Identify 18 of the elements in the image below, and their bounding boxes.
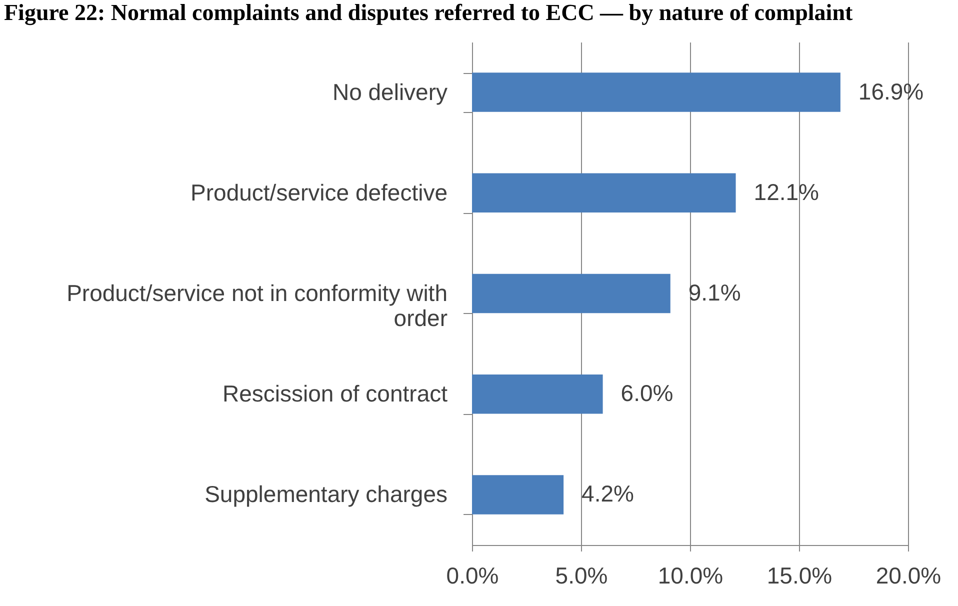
y-tick-label: No delivery (332, 78, 448, 105)
data-label: 6.0% (620, 380, 674, 406)
x-tick-label: 0.0% (446, 562, 499, 588)
y-tick-label: Product/service not in conformity with order (66, 280, 448, 331)
bar (472, 72, 840, 112)
x-tick-label: 15.0% (766, 562, 832, 588)
x-tick-label: 20.0% (876, 562, 942, 588)
chart-title: Figure 22: Normal complaints and disputes referred to ECC — by nature of complaint (4, 0, 853, 26)
bar (472, 274, 670, 314)
bar (472, 475, 564, 514)
y-tick-label: Product/service defective (190, 179, 448, 206)
bar (472, 173, 736, 213)
x-tick-label: 10.0% (658, 562, 724, 588)
data-label: 4.2% (582, 480, 634, 507)
y-tick-label: Supplementary charges (204, 481, 448, 508)
y-tick-label: Rescission of contract (222, 380, 448, 407)
x-tick-label: 5.0% (555, 562, 608, 588)
bar (472, 374, 603, 414)
